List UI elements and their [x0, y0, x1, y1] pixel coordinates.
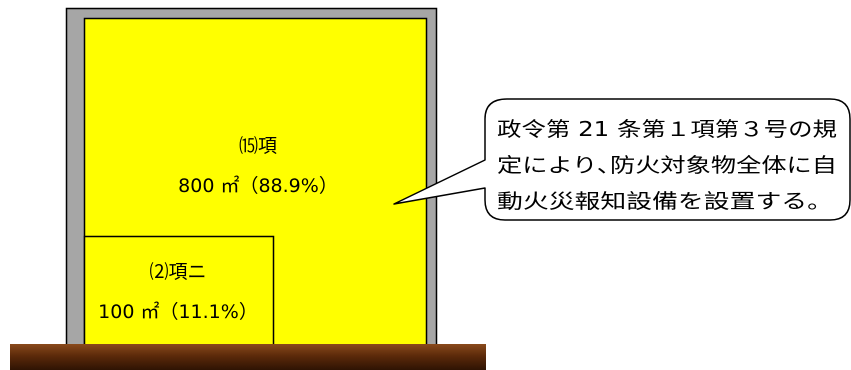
sub-area-size: 100 ㎡（11.1%） — [98, 300, 258, 323]
ground-slab — [10, 344, 486, 370]
callout-line-3: 動火災報知設備を設置する。 — [497, 189, 833, 213]
sub-use-area — [83, 235, 275, 350]
callout-bubble — [393, 98, 851, 221]
main-area-name: ⒂項 — [239, 135, 277, 157]
callout-line-1: 政令第 21 条第１項第３号の規 — [497, 117, 837, 141]
main-area-size: 800 ㎡（88.9%） — [178, 174, 338, 197]
sub-area-name: ⑵項ニ — [149, 261, 206, 283]
callout-line-2: 定により､防火対象物全体に自 — [497, 153, 837, 177]
